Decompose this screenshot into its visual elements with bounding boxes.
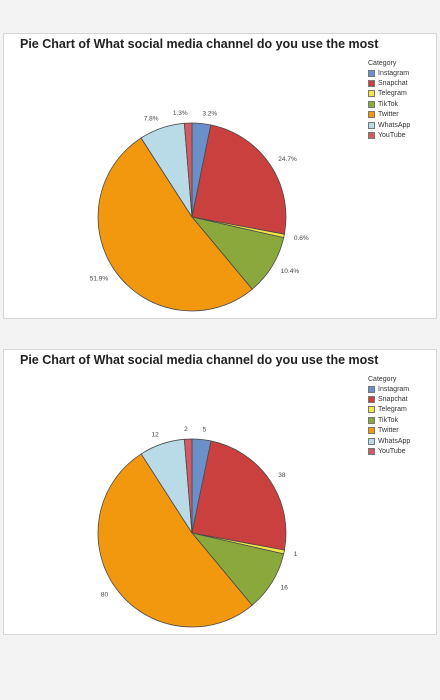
slice-label-tiktok: 16 bbox=[281, 584, 289, 591]
legend-item-twitter: Twitter bbox=[368, 110, 410, 120]
slice-label-twitter: 80 bbox=[101, 592, 109, 599]
legend-item-youtube: YouTube bbox=[368, 130, 410, 140]
slice-label-instagram: 5 bbox=[203, 427, 207, 434]
pie-slice-snapchat bbox=[191, 440, 287, 551]
legend-item-twitter: Twitter bbox=[368, 426, 410, 436]
legend-item-instagram: Instagram bbox=[368, 68, 410, 78]
legend-swatch bbox=[368, 132, 375, 140]
legend-item-telegram: Telegram bbox=[368, 89, 410, 99]
legend-item-tiktok: TikTok bbox=[368, 415, 410, 425]
legend-swatch bbox=[368, 100, 375, 108]
legend-label: TikTok bbox=[378, 100, 398, 108]
legend-swatch bbox=[368, 406, 375, 414]
legend-item-snapchat: Snapchat bbox=[368, 394, 410, 404]
slice-label-snapchat: 24.7% bbox=[278, 156, 297, 163]
slice-label-youtube: 1.3% bbox=[173, 110, 188, 117]
pie-slice-youtube bbox=[183, 438, 193, 534]
legend-label: TikTok bbox=[378, 416, 398, 424]
slice-label-twitter: 51.9% bbox=[90, 276, 109, 283]
legend-swatch bbox=[368, 437, 375, 445]
legend-swatch bbox=[368, 416, 375, 424]
legend-label: Instagram bbox=[378, 385, 410, 393]
legend-label: Telegram bbox=[378, 90, 407, 98]
slice-label-snapchat: 38 bbox=[278, 472, 286, 479]
legend-title: Category bbox=[368, 60, 397, 67]
legend: Category Instagram Snapchat Telegram TikTok… bbox=[368, 60, 410, 141]
legend-item-snapchat: Snapchat bbox=[368, 78, 410, 88]
legend-label: WhatsApp bbox=[378, 121, 411, 129]
legend-swatch bbox=[368, 90, 375, 98]
legend-swatch bbox=[368, 80, 375, 88]
legend-label: Telegram bbox=[378, 406, 407, 414]
slice-label-instagram: 3.2% bbox=[202, 111, 217, 118]
legend-swatch bbox=[368, 111, 375, 119]
pie-slice-youtube bbox=[183, 122, 193, 218]
legend: Category Instagram Snapchat Telegram TikTok… bbox=[368, 376, 410, 457]
slice-label-whatsapp: 12 bbox=[151, 432, 159, 439]
legend-label: YouTube bbox=[378, 132, 406, 140]
legend-label: Twitter bbox=[378, 111, 399, 119]
legend-item-whatsapp: WhatsApp bbox=[368, 120, 410, 130]
legend-label: Snapchat bbox=[378, 80, 408, 88]
legend-title: Category bbox=[368, 376, 397, 383]
legend-swatch bbox=[368, 448, 375, 456]
legend-item-instagram: Instagram bbox=[368, 384, 410, 394]
pie-chart-panel-count: Pie Chart of What social media channel d… bbox=[3, 349, 437, 635]
pie-chart: 5 38 1 16 80 12 2 bbox=[97, 426, 298, 628]
legend-item-tiktok: TikTok bbox=[368, 99, 410, 109]
chart-title: Pie Chart of What social media channel d… bbox=[20, 37, 379, 51]
legend-swatch bbox=[368, 427, 375, 435]
pie-slice-twitter bbox=[97, 137, 253, 312]
legend-label: WhatsApp bbox=[378, 437, 411, 445]
legend-swatch bbox=[368, 385, 375, 393]
legend-label: Snapchat bbox=[378, 396, 408, 404]
legend-label: Twitter bbox=[378, 427, 399, 435]
legend-swatch bbox=[368, 121, 375, 129]
legend-swatch bbox=[368, 396, 375, 404]
slice-label-whatsapp: 7.8% bbox=[144, 116, 159, 123]
legend-swatch bbox=[368, 69, 375, 77]
chart-title: Pie Chart of What social media channel d… bbox=[20, 353, 379, 367]
slice-label-youtube: 2 bbox=[184, 426, 188, 433]
legend-label: YouTube bbox=[378, 448, 406, 456]
pie-chart-panel-percent: Pie Chart of What social media channel d… bbox=[3, 33, 437, 319]
slice-label-telegram: 0.6% bbox=[294, 235, 309, 242]
legend-item-telegram: Telegram bbox=[368, 405, 410, 415]
legend-item-youtube: YouTube bbox=[368, 446, 410, 456]
pie-slice-twitter bbox=[97, 453, 253, 628]
slice-label-tiktok: 10.4% bbox=[281, 268, 300, 275]
legend-label: Instagram bbox=[378, 69, 410, 77]
slice-label-telegram: 1 bbox=[294, 551, 298, 558]
legend-item-whatsapp: WhatsApp bbox=[368, 436, 410, 446]
pie-slice-snapchat bbox=[191, 124, 287, 235]
pie-chart: 3.2% 24.7% 0.6% 10.4% 51.9% 7.8% 1.3% bbox=[90, 110, 309, 312]
